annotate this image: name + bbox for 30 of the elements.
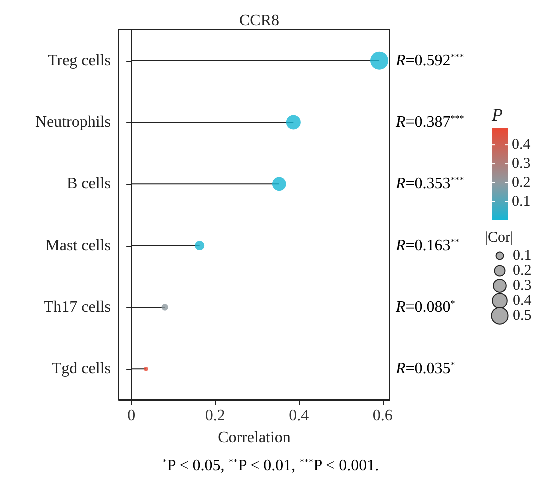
x-axis-title: Correlation	[218, 430, 291, 446]
text: *P < 0.05, **P < 0.01, ***P < 0.001.	[162, 457, 380, 474]
data-label: R=0.387***	[395, 114, 465, 131]
chart-title: CCR8	[239, 12, 280, 30]
color-bar-label: 0.4	[512, 137, 532, 154]
y-tick-label: Th17 cells	[44, 299, 111, 316]
x-tick-label: 0.6	[372, 408, 393, 424]
legend-label: 0.5	[513, 308, 532, 324]
legend-label: 0.4	[513, 293, 532, 309]
data-label: R=0.035*	[395, 360, 456, 378]
y-tick-label: B cells	[67, 176, 111, 193]
y-tick-label: Treg cells	[48, 52, 111, 70]
y-tick-label: Neutrophils	[35, 114, 111, 131]
color-bar-label: 0.1	[512, 194, 531, 210]
color-bar-label: 0.3	[512, 156, 531, 172]
legend-title: |Cor|	[485, 230, 514, 246]
color-bar-label: 0.2	[512, 175, 531, 192]
data-label: R=0.592***	[395, 52, 465, 70]
data-label: R=0.353***	[395, 175, 465, 193]
x-tick-label: 0.4	[289, 408, 310, 424]
x-tick-label: 0	[128, 408, 136, 424]
legend-label: 0.3	[513, 278, 532, 294]
x-tick-label: 0.2	[205, 408, 226, 424]
data-label: R=0.080*	[395, 298, 456, 316]
color-bar-title: P	[491, 105, 503, 125]
legend-label: 0.2	[513, 263, 532, 279]
y-tick-label: Mast cells	[46, 237, 111, 254]
y-tick-label: Tgd cells	[52, 360, 111, 378]
legend-label: 0.1	[513, 248, 532, 264]
data-label: R=0.163**	[395, 236, 460, 254]
